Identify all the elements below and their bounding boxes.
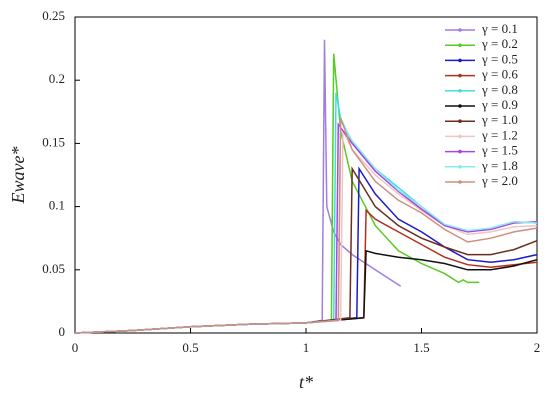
- series-line: [74, 117, 538, 334]
- legend-label: γ = 1.8: [481, 158, 518, 173]
- series-line: [74, 117, 538, 334]
- series-line: [74, 122, 538, 334]
- y-tick-label: 0: [59, 324, 66, 339]
- legend-label: γ = 0.6: [481, 67, 518, 82]
- series-line: [74, 208, 538, 334]
- series-line: [74, 166, 538, 334]
- legend-label: γ = 0.8: [481, 82, 518, 97]
- x-tick-label: 1.5: [413, 340, 429, 355]
- series-line: [74, 166, 538, 334]
- legend-marker: [458, 119, 462, 123]
- plot-frame: [74, 16, 538, 334]
- legend-marker: [458, 180, 462, 184]
- legend-label: γ = 1.2: [481, 127, 518, 142]
- legend-label: γ = 0.5: [481, 51, 518, 66]
- legend-marker: [458, 149, 462, 154]
- legend-label: γ = 1.0: [481, 112, 518, 127]
- y-tick-label: 0.05: [42, 261, 65, 276]
- x-tick-label: 2: [534, 340, 541, 355]
- legend-marker: [458, 58, 462, 63]
- y-tick-label: 0.1: [49, 198, 65, 213]
- legend-label: γ = 0.1: [481, 21, 518, 36]
- legend-marker: [458, 89, 462, 93]
- legend-label: γ = 2.0: [481, 173, 518, 188]
- legend-marker: [458, 28, 462, 32]
- legend-marker: [458, 104, 462, 108]
- y-tick-label: 0.2: [49, 71, 65, 86]
- legend-label: γ = 1.5: [481, 143, 518, 158]
- x-tick-label: 0: [72, 340, 79, 355]
- series-line: [74, 53, 480, 334]
- y-axis-label: Ewave*: [8, 147, 28, 205]
- legend-label: γ = 0.2: [481, 36, 518, 51]
- x-tick-label: 1: [303, 340, 310, 355]
- x-axis-label: t*: [299, 372, 313, 392]
- y-tick-label: 0.25: [42, 8, 65, 23]
- y-tick-label: 0.15: [42, 134, 65, 149]
- x-tick-label: 0.5: [182, 340, 198, 355]
- legend-marker: [458, 134, 462, 139]
- legend-marker: [458, 165, 462, 169]
- series-line: [74, 249, 538, 334]
- series-line: [74, 92, 538, 334]
- legend-marker: [458, 73, 462, 78]
- legend-marker: [458, 43, 462, 47]
- legend-label: γ = 0.9: [481, 97, 518, 112]
